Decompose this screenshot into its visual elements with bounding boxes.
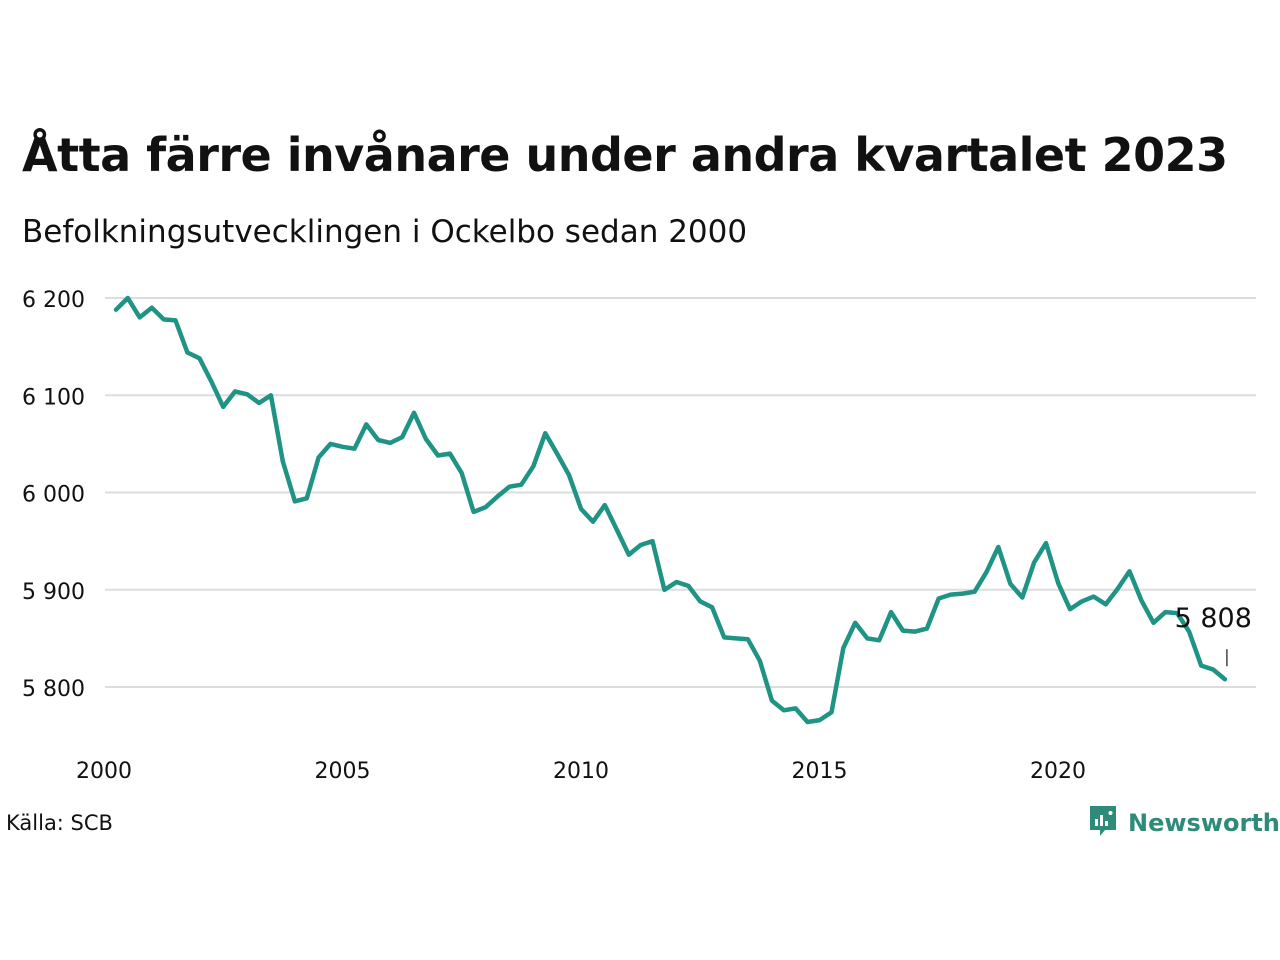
x-tick-label: 2020 [1030, 759, 1086, 784]
y-tick-label: 6 000 [22, 483, 85, 508]
x-tick-label: 2005 [315, 759, 371, 784]
gridlines [105, 297, 1256, 688]
brand-logo: Newsworthy [1088, 804, 1280, 842]
x-axis-tick-labels: 2000 2005 2010 2015 2020 [76, 759, 1086, 784]
y-tick-label: 5 800 [22, 677, 85, 702]
y-tick-label: 6 100 [22, 385, 85, 410]
series-line [113, 295, 1228, 725]
newsworthy-logo-icon [1088, 804, 1118, 842]
y-tick-label: 6 200 [22, 288, 85, 313]
chart-subtitle: Befolkningsutvecklingen i Ockelbo sedan … [22, 214, 748, 250]
x-tick-label: 2015 [792, 759, 848, 784]
x-tick-label: 2000 [76, 759, 132, 784]
chart-title: Åtta färre invånare under andra kvartale… [22, 128, 1228, 182]
end-label-layer: 5 808 [1175, 603, 1252, 667]
series-layer [113, 295, 1228, 725]
brand-name: Newsworthy [1128, 809, 1280, 837]
source-note: Källa: SCB [6, 811, 113, 835]
y-axis-tick-labels: 5 800 5 900 6 000 6 100 6 200 [22, 288, 85, 702]
x-tick-label: 2010 [553, 759, 609, 784]
y-tick-label: 5 900 [22, 580, 85, 605]
end-value-label: 5 808 [1175, 603, 1252, 634]
